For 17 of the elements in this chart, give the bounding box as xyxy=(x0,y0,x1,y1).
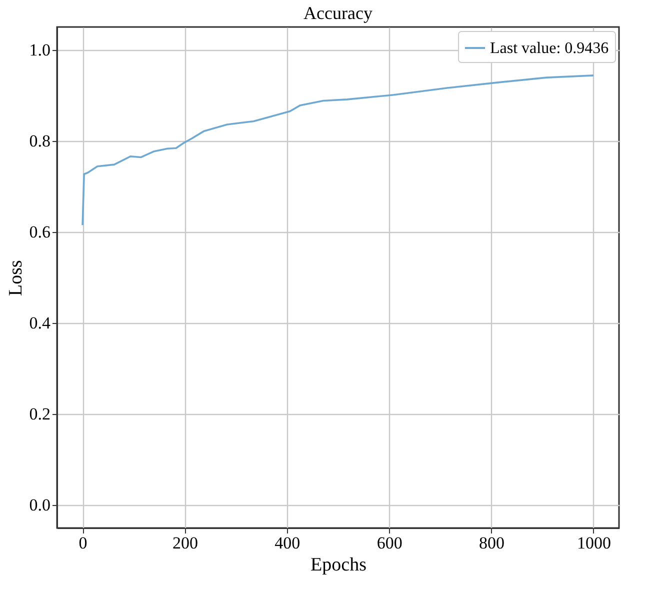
line-series xyxy=(82,74,594,226)
x-tick-label: 600 xyxy=(376,534,402,552)
x-tick-label: 0 xyxy=(78,534,88,552)
x-tick-label: 400 xyxy=(274,534,300,552)
y-tick-label: 0.6 xyxy=(29,222,50,242)
x-tick-label: 800 xyxy=(479,534,505,552)
y-tick-label: 0.4 xyxy=(29,314,51,333)
x-tick-label: 200 xyxy=(172,534,198,552)
y-tick-label: 0.0 xyxy=(29,496,50,515)
y-axis-title: Loss xyxy=(5,260,26,296)
x-axis-title: Epochs xyxy=(310,554,366,576)
chart-title: Accuracy xyxy=(304,3,372,23)
legend-label: Last value: 0.9436 xyxy=(490,40,609,57)
y-tick-label: 0.8 xyxy=(29,131,50,150)
x-tick-label: 1000 xyxy=(576,534,611,552)
y-tick-label: 1.0 xyxy=(29,40,50,60)
y-tick-label: 0.2 xyxy=(29,404,50,424)
